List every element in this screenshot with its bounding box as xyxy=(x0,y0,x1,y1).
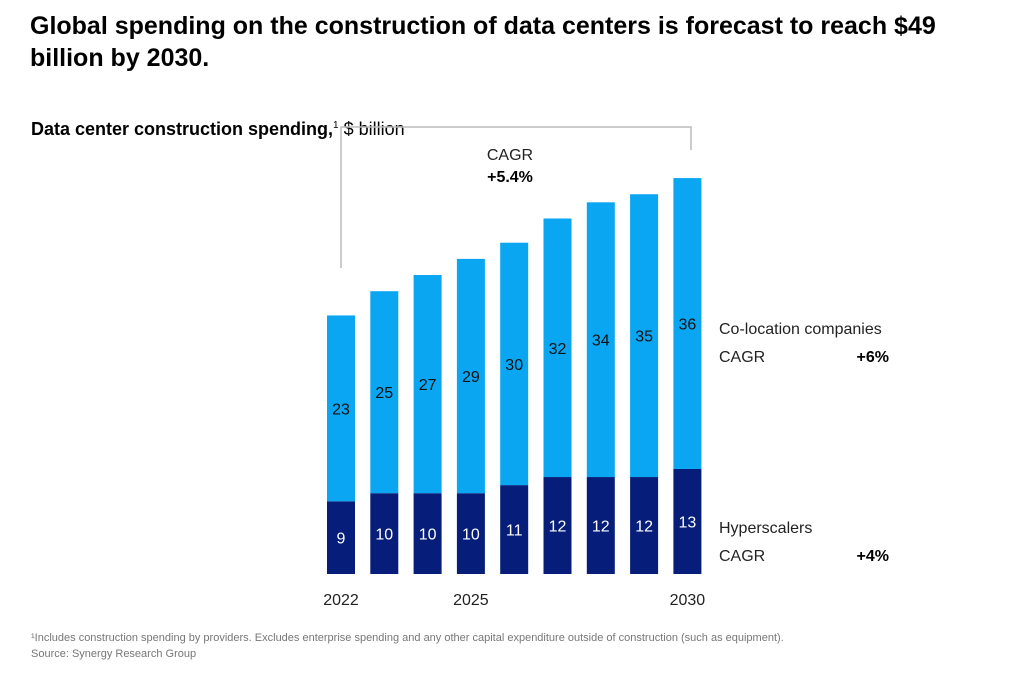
legend-colocation-cagr: +6% xyxy=(857,349,889,366)
data-label: 25 xyxy=(375,385,393,402)
data-label: 29 xyxy=(462,369,480,386)
bar-hyperscalers-2027 xyxy=(543,477,572,574)
data-label: 9 xyxy=(337,531,346,548)
y-axis-label: Data center construction spending,1 $ bi… xyxy=(31,114,405,141)
bar-hyperscalers-2028 xyxy=(586,477,615,574)
bar-colocation-2024 xyxy=(413,275,442,494)
bar-colocation-2030 xyxy=(673,178,702,469)
bar-colocation-2022 xyxy=(327,315,355,502)
x-tick-label: 2025 xyxy=(453,592,489,609)
data-label: 11 xyxy=(506,523,523,540)
legend-hyperscalers-cagr-label: CAGR xyxy=(719,548,765,565)
x-tick-label: 2030 xyxy=(670,592,706,609)
data-label: 10 xyxy=(462,527,480,544)
footnote-block: ¹Includes construction spending by provi… xyxy=(31,630,784,662)
data-label: 30 xyxy=(505,357,523,374)
data-label: 13 xyxy=(679,514,697,531)
bar-hyperscalers-2029 xyxy=(630,477,659,574)
legend-hyperscalers-cagr: +4% xyxy=(857,548,889,565)
footnote: ¹Includes construction spending by provi… xyxy=(31,632,784,644)
data-label: 12 xyxy=(549,519,567,536)
bar-colocation-2026 xyxy=(500,242,529,486)
bar-hyperscalers-2030 xyxy=(673,468,702,574)
bar-hyperscalers-2026 xyxy=(500,485,529,574)
bar-colocation-2025 xyxy=(456,258,485,494)
data-label: 36 xyxy=(679,317,697,334)
total-cagr-label: CAGR xyxy=(487,147,533,164)
data-label: 12 xyxy=(592,519,610,536)
data-label: 23 xyxy=(332,401,350,418)
data-label: 27 xyxy=(419,377,437,394)
data-label: 12 xyxy=(635,519,653,536)
bar-hyperscalers-2023 xyxy=(370,493,399,574)
bar-colocation-2029 xyxy=(630,194,659,478)
bar-colocation-2023 xyxy=(370,291,399,494)
footnote-marker: 1 xyxy=(333,120,339,131)
data-label: 35 xyxy=(635,329,653,346)
legend-hyperscalers: Hyperscalers xyxy=(719,520,812,537)
data-label: 10 xyxy=(375,527,393,544)
cagr-bracket xyxy=(340,126,692,268)
bar-hyperscalers-2022 xyxy=(327,501,355,574)
bar-hyperscalers-2025 xyxy=(456,493,485,574)
chart-title: Global spending on the construction of d… xyxy=(30,12,936,72)
data-label: 34 xyxy=(592,333,610,350)
total-cagr-value: +5.4% xyxy=(487,169,533,186)
data-label: 10 xyxy=(419,527,437,544)
bar-colocation-2027 xyxy=(543,218,572,478)
bar-hyperscalers-2024 xyxy=(413,493,442,574)
x-tick-label: 2022 xyxy=(323,592,359,609)
legend-colocation: Co-location companies xyxy=(719,321,882,338)
y-axis-label-main: Data center construction spending, xyxy=(31,119,334,139)
data-label: 32 xyxy=(549,341,567,358)
y-axis-unit: $ billion xyxy=(338,119,405,139)
bar-colocation-2028 xyxy=(586,202,615,478)
source: Source: Synergy Research Group xyxy=(31,648,197,660)
legend-colocation-cagr-label: CAGR xyxy=(719,349,765,366)
